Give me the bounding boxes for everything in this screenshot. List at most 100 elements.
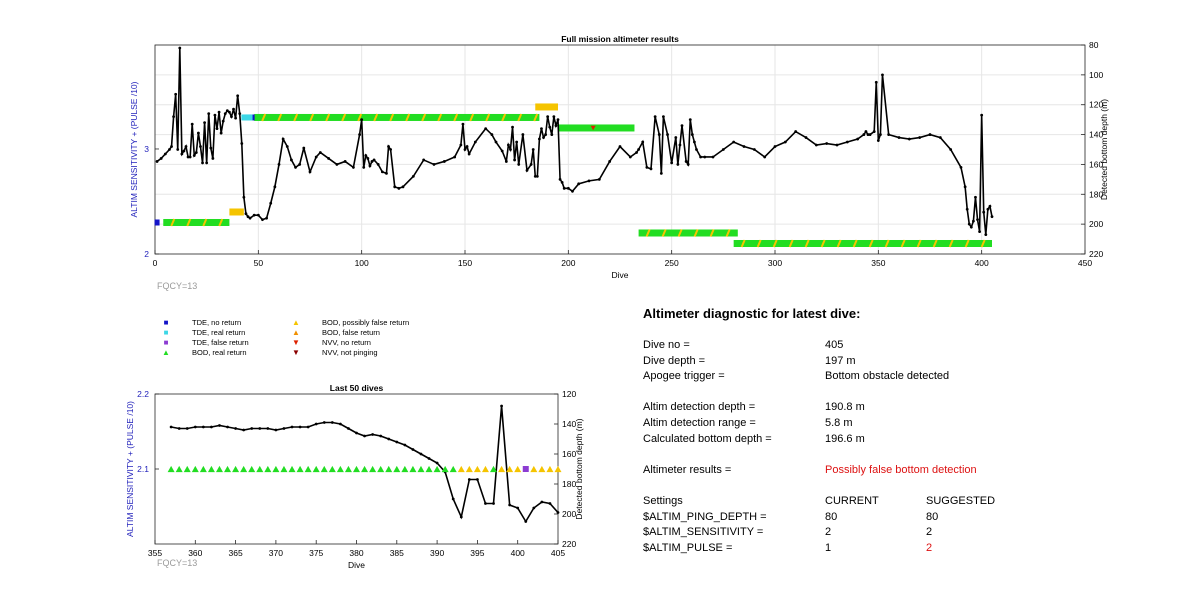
setting-name: $ALTIM_SENSITIVITY = xyxy=(643,526,764,539)
depth-point xyxy=(554,124,558,128)
depth-point xyxy=(773,145,777,148)
x-tick-label: 450 xyxy=(1078,258,1092,268)
depth-point xyxy=(533,174,537,178)
depth-point xyxy=(618,145,622,148)
chart-title: Full mission altimeter results xyxy=(561,34,679,44)
y-right-tick-label: 120 xyxy=(562,389,576,399)
tde-marker xyxy=(247,114,253,121)
x-tick-label: 360 xyxy=(188,548,202,558)
depth-point xyxy=(513,158,516,162)
settings-label: Settings xyxy=(643,494,683,507)
depth-point xyxy=(897,136,901,139)
calculated-bottom-depth-label: Calculated bottom depth = xyxy=(643,432,772,445)
y-right-tick-label: 220 xyxy=(1089,249,1103,259)
depth-point xyxy=(461,122,465,126)
depth-point xyxy=(649,167,653,171)
legend-item: ▼ NVV, not pinging xyxy=(290,348,378,357)
bod-possibly-false-tick xyxy=(277,113,283,122)
depth-point xyxy=(256,213,260,217)
bod-marker xyxy=(175,465,183,473)
depth-point xyxy=(238,112,242,116)
legend-label: NVV, not pinging xyxy=(322,348,378,357)
legend-item: ▲ BOD, real return xyxy=(160,348,247,357)
depth-point xyxy=(362,166,366,169)
depth-point xyxy=(184,145,188,148)
legend-item: ▼ NVV, no return xyxy=(290,338,371,347)
depth-point xyxy=(856,137,860,141)
depth-point xyxy=(389,148,392,151)
setting-suggested: 2 xyxy=(926,541,933,554)
bod-possibly-false-tick xyxy=(804,239,810,248)
bod-possibly-false-tick xyxy=(293,113,299,122)
depth-point xyxy=(556,511,560,514)
depth-point xyxy=(380,170,384,174)
tde-marker xyxy=(154,219,160,226)
depth-point xyxy=(484,502,487,505)
altim-detection-depth-value: 190.8 m xyxy=(825,401,865,414)
depth-point xyxy=(266,427,270,430)
depth-point xyxy=(234,116,238,120)
triangle-up-icon: ▲ xyxy=(292,318,300,327)
depth-point xyxy=(201,161,204,165)
y-right-tick-label: 80 xyxy=(1089,40,1099,50)
y-right-tick-label: 140 xyxy=(562,419,576,429)
depth-point xyxy=(285,145,289,148)
depth-point xyxy=(835,143,839,147)
depth-point xyxy=(306,425,310,429)
bod-marker xyxy=(344,465,352,473)
fqcy-note: FQCY=13 xyxy=(157,281,197,291)
depth-point xyxy=(690,133,694,136)
suggested-header: SUGGESTED xyxy=(926,494,996,507)
bod-marker xyxy=(530,465,538,473)
depth-point xyxy=(674,136,678,139)
depth-point xyxy=(177,427,181,430)
depth-point xyxy=(608,160,612,163)
depth-point xyxy=(261,218,264,222)
bod-possibly-false-tick xyxy=(788,239,794,248)
bod-marker-band xyxy=(163,218,230,226)
bod-possibly-false-tick xyxy=(756,239,762,248)
depth-point xyxy=(548,125,552,129)
y-right-tick-label: 220 xyxy=(562,539,576,549)
bod-possibly-false-tick xyxy=(421,113,427,122)
depth-point xyxy=(246,215,250,219)
bod-possibly-false-tick xyxy=(932,239,938,248)
depth-point xyxy=(290,158,293,162)
depth-point xyxy=(659,171,663,175)
depth-point xyxy=(363,434,366,438)
depth-line-last-50 xyxy=(170,405,559,524)
depth-point xyxy=(984,233,988,236)
depth-point xyxy=(558,177,562,181)
bod-possibly-false-tick xyxy=(202,218,208,227)
bod-marker-band xyxy=(733,239,992,247)
x-tick-label: 0 xyxy=(153,258,158,268)
depth-line-full-mission xyxy=(156,47,993,235)
depth-point xyxy=(294,166,297,169)
bod-marker xyxy=(312,465,320,473)
row-apogee: Apogee trigger = Bottom obstacle detecte… xyxy=(643,370,1063,386)
bod-marker xyxy=(433,465,441,473)
depth-point xyxy=(459,515,463,519)
depth-point xyxy=(628,155,632,159)
square-icon: ■ xyxy=(163,328,169,337)
depth-point xyxy=(540,127,543,130)
bod-possibly-false-tick xyxy=(900,239,906,248)
x-tick-label: 395 xyxy=(470,548,484,558)
depth-point xyxy=(419,452,423,456)
bod-marker xyxy=(465,465,473,473)
row-setting-ping-depth: $ALTIM_PING_DEPTH = 80 80 xyxy=(643,511,1063,527)
bod-marker xyxy=(481,465,489,473)
depth-point xyxy=(794,130,798,133)
bod-possibly-false-tick xyxy=(357,113,363,122)
depth-point xyxy=(529,163,533,166)
legend-item: ▲ BOD, false return xyxy=(290,328,380,337)
bod-marker xyxy=(328,465,336,473)
altim-detection-depth-label: Altim detection depth = xyxy=(643,401,756,414)
depth-point xyxy=(688,118,692,122)
bod-marker-band xyxy=(535,103,558,111)
legend: ■ TDE, no return ■ TDE, real return ■ TDE, fa… xyxy=(160,318,460,362)
bod-possibly-false-tick xyxy=(980,239,986,248)
bod-marker xyxy=(232,465,240,473)
row-altim-detection-range: Altim detection range = 5.8 m xyxy=(643,417,1063,433)
depth-point xyxy=(711,155,715,159)
